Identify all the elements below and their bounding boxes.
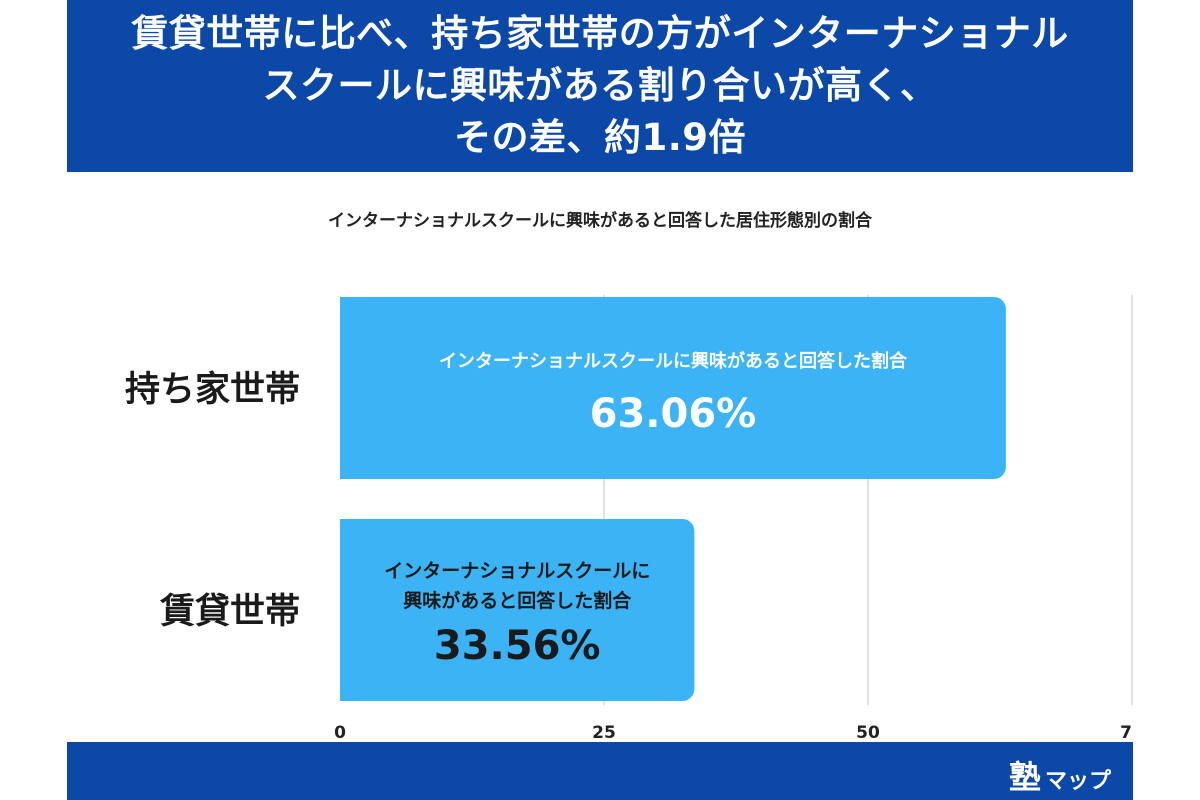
headline-banner: 賃貸世帯に比べ、持ち家世帯の方がインターナショナル スクールに興味がある割り合い… xyxy=(67,0,1133,172)
x-tick-label-75: 75 xyxy=(1120,723,1133,742)
x-tick-label-0: 0 xyxy=(334,723,346,742)
chart-title: インターナショナルスクールに興味があると回答した居住形態別の割合 xyxy=(328,211,872,231)
category-label-rental: 賃貸世帯 xyxy=(159,592,300,632)
logo-kanji: 塾 xyxy=(1008,758,1041,796)
bar-caption-1-0: インターナショナルスクールに xyxy=(384,560,650,582)
bar-chart: 0255075持ち家世帯インターナショナルスクールに興味があると回答した割合63… xyxy=(125,295,1133,742)
x-tick-label-50: 50 xyxy=(856,723,880,742)
footer-bar: 塾マップ xyxy=(67,742,1133,800)
x-tick-label-25: 25 xyxy=(592,723,616,742)
headline-line-1: 賃貸世帯に比べ、持ち家世帯の方がインターナショナル xyxy=(131,12,1069,55)
jukumap-logo: 塾マップ xyxy=(1009,752,1111,798)
logo-kana: マップ xyxy=(1044,769,1111,794)
headline: 賃貸世帯に比べ、持ち家世帯の方がインターナショナル スクールに興味がある割り合い… xyxy=(131,8,1069,164)
headline-line-3: その差、約1.9倍 xyxy=(453,116,747,159)
headline-line-2: スクールに興味がある割り合いが高く、 xyxy=(262,64,938,107)
category-label-owned-home: 持ち家世帯 xyxy=(125,370,300,410)
bar-owned-home xyxy=(340,297,1006,479)
bar-rental xyxy=(340,519,695,701)
bar-value-label-rental: 33.56% xyxy=(434,623,601,669)
infographic-card: 賃貸世帯に比べ、持ち家世帯の方がインターナショナル スクールに興味がある割り合い… xyxy=(67,0,1133,800)
bar-caption-1-1: 興味があると回答した割合 xyxy=(403,589,632,612)
bar-value-label-owned-home: 63.06% xyxy=(590,391,757,437)
bar-caption-0-0: インターナショナルスクールに興味があると回答した割合 xyxy=(439,350,908,372)
